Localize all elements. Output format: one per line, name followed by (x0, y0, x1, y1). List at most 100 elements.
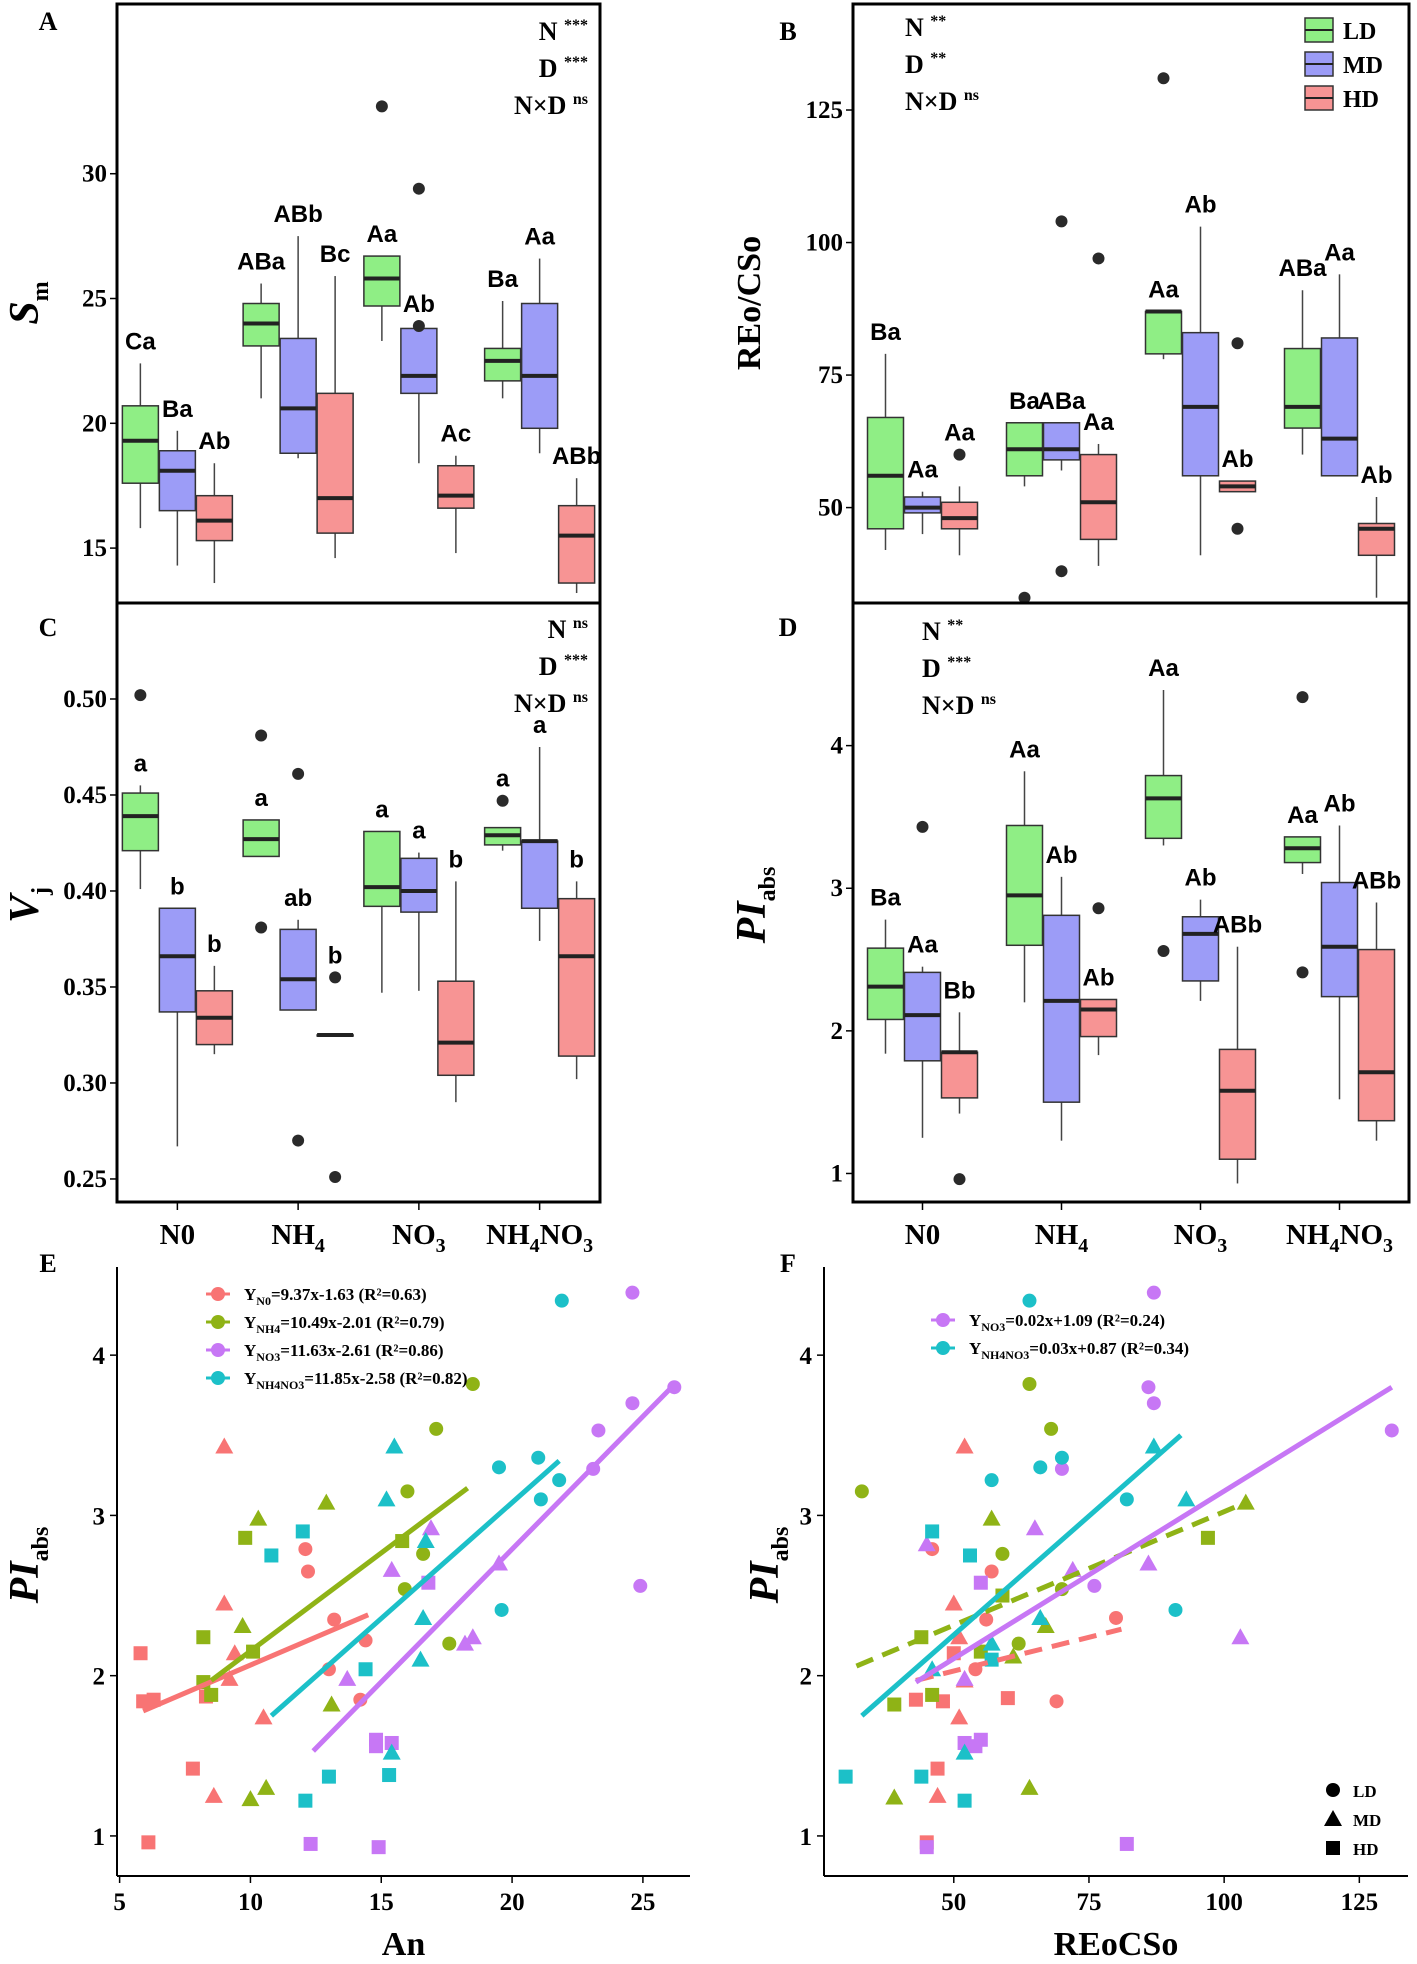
point-NH4NO3-ld (1022, 1293, 1037, 1308)
significance-letter: Aa (907, 932, 938, 959)
box-body (363, 830, 401, 908)
equation-sub: NH4 (256, 1322, 280, 1336)
box-NO3-LD: Aa (1144, 655, 1183, 957)
equation-sub: NO3 (981, 1320, 1005, 1334)
point-NH4-md (317, 1493, 336, 1510)
point-NH4-ld (854, 1484, 869, 1499)
outlier-point (292, 1134, 305, 1147)
significance-letter: b (569, 846, 584, 873)
legend-label-hd: HD (1343, 87, 1379, 113)
box-NH4NO3-MD: Aa (520, 224, 559, 454)
panel-f-scatter: F 1 2 3 4 50 75 100 125 PIabs REoCSo YNO3=0.02x+1.0… (742, 1249, 1408, 1963)
category-label-sub: 4 (1330, 1235, 1340, 1257)
significance-letter: ABb (552, 443, 601, 470)
point-NH4-hd (196, 1630, 211, 1645)
box-NH4-MD: ABb (273, 201, 323, 459)
box-NH4-MD: Ab (1042, 842, 1081, 1141)
box-NO3-HD: b (437, 846, 475, 1103)
significance-1: D *** (539, 652, 588, 681)
box-body (316, 392, 354, 534)
point-NO3-hd (369, 1739, 384, 1754)
point-NO3-ld (633, 1578, 648, 1593)
x-tick-label: 100 (1205, 1889, 1243, 1916)
point-N0-hd (935, 1694, 950, 1709)
point-NH4-hd (204, 1687, 219, 1702)
point-NO3-ld (1146, 1396, 1161, 1411)
point-NH4-md (233, 1616, 252, 1633)
panel-frame (115, 601, 602, 1204)
box-NO3-MD: Ab (1181, 192, 1220, 556)
significance-letter: ABa (237, 249, 286, 276)
point-NH4NO3-ld (531, 1450, 546, 1465)
significance-2: N×D ns (514, 91, 588, 120)
box-body (158, 907, 197, 1013)
box-N0-LD: Ca (121, 328, 160, 529)
significance-value: ** (947, 617, 963, 634)
point-N0-md (254, 1708, 273, 1725)
point-NO3-hd (968, 1739, 983, 1754)
regression-equation-no3: YNO3=11.63x-2.61 (R²=0.86) (244, 1341, 444, 1364)
category-label-nh4no3: NH4NO3 (486, 1219, 593, 1257)
significance-letter: Ab (198, 428, 230, 455)
outlier-point (412, 182, 425, 195)
significance-letter: a (375, 796, 389, 823)
point-NO3-md (421, 1519, 440, 1536)
shape-legend-label-md: MD (1353, 1811, 1381, 1830)
significance-0: N ns (548, 615, 588, 644)
box-NH4-HD: Bc (316, 241, 354, 559)
point-N0-md (950, 1708, 969, 1725)
point-NO3-ld (1146, 1285, 1161, 1300)
significance-letter: Ba (162, 396, 193, 423)
significance-value: *** (947, 654, 971, 671)
y-axis-label: REo/CSo (731, 236, 768, 370)
point-NH4-ld (442, 1636, 457, 1651)
significance-label: D (539, 54, 564, 83)
equation-key-dot (211, 1343, 225, 1357)
significance-value: ns (964, 87, 979, 104)
significance-label: N (905, 13, 930, 42)
outlier-point (1092, 902, 1105, 915)
significance-label: D (539, 652, 564, 681)
box-body (279, 928, 317, 1011)
box-body (1181, 916, 1220, 982)
x-tick-label: 20 (500, 1889, 525, 1916)
shape-legend-label-ld: LD (1353, 1782, 1377, 1801)
equation-y: Y (244, 1313, 256, 1332)
outlier-point (1231, 522, 1244, 535)
box-N0-HD: b (195, 931, 234, 1055)
significance-letter: Ab (1361, 462, 1393, 489)
outlier-point (255, 729, 268, 742)
box-N0-HD: Ab (195, 428, 234, 584)
y-tick-label: 30 (82, 161, 107, 188)
box-NH4NO3-HD: ABb (1352, 868, 1401, 1141)
significance-letter: ab (284, 885, 312, 912)
category-label-sub: 4 (315, 1235, 325, 1257)
box-NH4NO3-LD: Ba (483, 266, 522, 399)
point-NH4NO3-md (411, 1650, 430, 1667)
box-NH4NO3-HD: Ab (1357, 462, 1396, 598)
significance-value: *** (564, 652, 588, 669)
box-body (1181, 331, 1220, 477)
box-body (121, 405, 160, 484)
box-body (121, 792, 160, 852)
regression-line-nh4 (855, 1500, 1247, 1669)
box-N0-LD: a (121, 689, 160, 890)
significance-letter: Bc (320, 241, 351, 268)
point-N0-hd (908, 1692, 923, 1707)
box-NH4NO3-LD: a (483, 766, 522, 851)
y-tick-label: 0.50 (63, 686, 107, 713)
significance-letter: a (134, 750, 148, 777)
significance-label: N (539, 17, 564, 46)
shape-legend-md-icon (1324, 1810, 1342, 1826)
equation-body: =10.49x-2.01 (R²=0.79) (280, 1313, 444, 1332)
point-NO3-ld (625, 1285, 640, 1300)
significance-letter: Aa (524, 224, 555, 251)
equation-y: Y (244, 1369, 256, 1388)
outlier-point (953, 448, 966, 461)
point-NH4NO3-hd (358, 1662, 373, 1677)
regression-equation-nh4no3: YNH4NO3=0.03x+0.87 (R²=0.34) (969, 1339, 1189, 1362)
box-N0-MD: Aa (903, 457, 942, 535)
point-NH4-ld (416, 1546, 431, 1561)
box-NH4-HD: b (316, 942, 354, 1184)
